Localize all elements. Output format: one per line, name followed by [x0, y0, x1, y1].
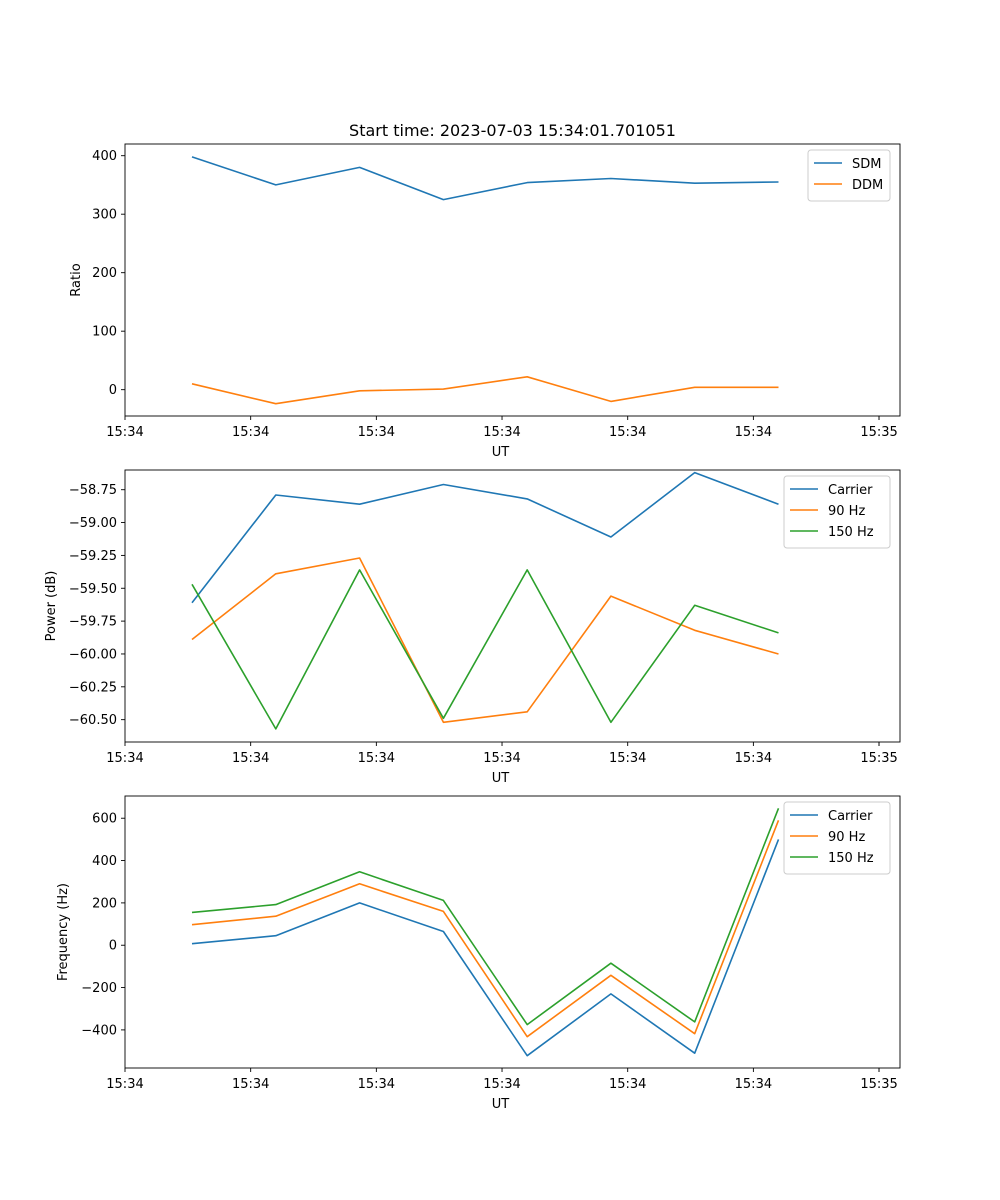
legend-entry: 150 Hz: [828, 525, 874, 540]
y-tick-label: 0: [109, 383, 117, 398]
y-tick-label: −60.00: [69, 647, 117, 662]
axes-frame: [124, 143, 901, 417]
series-line-90-hz: [191, 820, 780, 1038]
x-tick-label: 15:34: [483, 751, 520, 766]
y-tick-label: 200: [92, 896, 117, 911]
legend: Carrier 90 Hz 150 Hz: [783, 475, 891, 549]
x-axis-label: UT: [492, 771, 510, 786]
x-tick-label: 15:34: [106, 751, 143, 766]
legend-entry: 90 Hz: [828, 830, 865, 845]
y-tick-label: 400: [92, 854, 117, 869]
axes-frame: [124, 795, 901, 1069]
x-tick-label: 15:34: [609, 425, 646, 440]
y-tick-label: 100: [92, 325, 117, 340]
legend-entry: 90 Hz: [828, 504, 865, 519]
legend-box: [783, 475, 891, 549]
y-tick-label: 0: [109, 939, 117, 954]
legend-entry: 150 Hz: [828, 851, 874, 866]
y-tick-label: −60.50: [69, 713, 117, 728]
x-tick-label: 15:35: [860, 425, 897, 440]
x-axis-label: UT: [492, 1097, 510, 1112]
x-tick-label: 15:34: [358, 751, 395, 766]
x-axis-label: UT: [492, 445, 510, 460]
series-line-sdm: [191, 156, 779, 201]
x-tick-label: 15:35: [860, 1077, 897, 1092]
x-tick-label: 15:34: [483, 425, 520, 440]
x-tick-label: 15:34: [609, 751, 646, 766]
y-tick-label: −200: [81, 981, 117, 996]
x-tick-label: 15:34: [232, 751, 269, 766]
x-tick-label: 15:34: [358, 1077, 395, 1092]
x-tick-label: 15:34: [735, 425, 772, 440]
y-axis-label: Frequency (Hz): [56, 883, 71, 981]
series-line-150-hz: [191, 808, 780, 1026]
x-tick-label: 15:34: [106, 1077, 143, 1092]
y-tick-label: −60.25: [69, 680, 117, 695]
y-tick-label: 300: [92, 208, 117, 223]
legend-box: [783, 801, 891, 875]
subplot-3: −400 −200 0 200 400 600 15:34 15:34 15:34 15:34 15…: [56, 795, 901, 1112]
x-tick-label: 15:34: [232, 1077, 269, 1092]
y-tick-label: 600: [92, 812, 117, 827]
series-line-carrier: [191, 839, 780, 1057]
x-tick-label: 15:34: [232, 425, 269, 440]
x-tick-label: 15:35: [860, 751, 897, 766]
y-tick-label: −59.25: [69, 549, 117, 564]
x-tick-label: 15:34: [358, 425, 395, 440]
legend-entry: SDM: [852, 157, 881, 172]
x-tick-label: 15:34: [483, 1077, 520, 1092]
x-tick-label: 15:34: [735, 751, 772, 766]
x-tick-label: 15:34: [735, 1077, 772, 1092]
legend-entry: DDM: [852, 178, 883, 193]
y-tick-label: −400: [81, 1023, 117, 1038]
axes-frame: [124, 469, 901, 743]
y-tick-label: −59.75: [69, 615, 117, 630]
legend-entry: Carrier: [828, 809, 873, 824]
y-tick-label: −59.50: [69, 582, 117, 597]
y-tick-label: −58.75: [69, 483, 117, 498]
y-axis-label: Ratio: [69, 263, 84, 296]
series-line-ddm: [191, 375, 779, 405]
legend: SDM DDM: [807, 149, 891, 202]
y-tick-label: −59.00: [69, 516, 117, 531]
series-line-carrier: [191, 471, 779, 604]
y-axis-label: Power (dB): [44, 571, 59, 642]
chart-title: Start time: 2023-07-03 15:34:01.701051: [349, 121, 676, 140]
x-tick-label: 15:34: [609, 1077, 646, 1092]
subplot-1: 0 100 200 300 400 15:34 15:34 15:34 15:34 15:34 15…: [69, 143, 901, 460]
legend-entry: Carrier: [828, 483, 873, 498]
y-tick-label: 200: [92, 266, 117, 281]
subplot-2: −60.50 −60.25 −60.00 −59.75 −59.50 −59.25 −59.…: [44, 469, 901, 786]
x-tick-label: 15:34: [106, 425, 143, 440]
y-tick-label: 400: [92, 149, 117, 164]
subplots: 0 100 200 300 400 15:34 15:34 15:34 15:34 15:34 15…: [44, 143, 901, 1112]
legend: Carrier 90 Hz 150 Hz: [783, 801, 891, 875]
series-line-150-hz: [191, 569, 779, 730]
